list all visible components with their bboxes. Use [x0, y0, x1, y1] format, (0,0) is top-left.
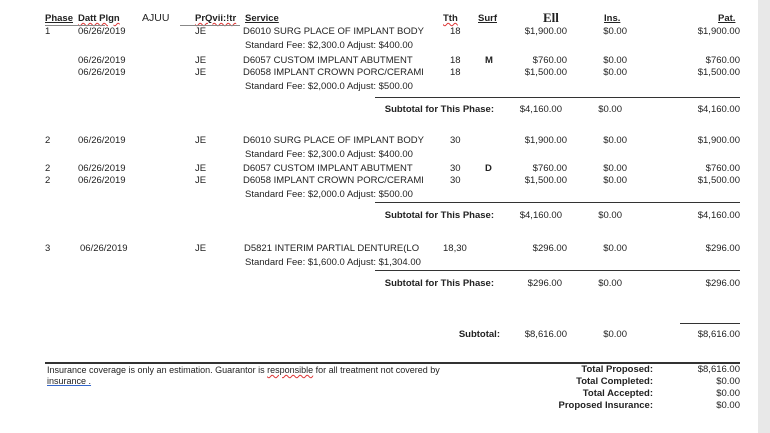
phase-subtotal-pat: $296.00: [705, 278, 740, 289]
grand-subtotal-ins: $0.00: [603, 329, 627, 340]
phase-subtotal-ins: $0.00: [598, 210, 622, 221]
surf-cell: D: [485, 163, 492, 174]
ins-cell: $0.00: [603, 67, 627, 78]
service-cell: D6058 IMPLANT CROWN PORC/CERAMI: [243, 175, 424, 186]
tooth-cell: 18: [450, 26, 461, 37]
phase-cell: 2: [45, 175, 51, 186]
pat-cell: $760.00: [705, 163, 740, 174]
header-date: Datt Plgn: [78, 13, 120, 24]
provider-cell: JE: [195, 175, 207, 186]
phase-cell: 3: [45, 243, 51, 254]
standard-fee-note: Standard Fee: $2,300.0 Adjust: $400.00: [245, 149, 413, 160]
provider-cell: JE: [195, 163, 207, 174]
pat-cell: $760.00: [705, 55, 740, 66]
total-label: Proposed Insurance:: [558, 400, 654, 411]
pat-cell: $1,900.00: [697, 26, 740, 37]
total-label: Total Completed:: [576, 376, 653, 387]
service-cell: D6010 SURG PLACE OF IMPLANT BODY: [243, 135, 424, 146]
header-pat: Pat.: [718, 13, 736, 24]
ins-cell: $0.00: [603, 163, 627, 174]
fee-cell: $1,900.00: [524, 135, 567, 146]
standard-fee-note: Standard Fee: $2,300.0 Adjust: $400.00: [245, 40, 413, 51]
fee-cell: $1,500.00: [524, 67, 567, 78]
tooth-cell: 30: [450, 175, 461, 186]
total-label: Total Proposed:: [581, 364, 653, 375]
provider-cell: JE: [195, 26, 207, 37]
tooth-cell: 18: [450, 55, 461, 66]
surf-cell: M: [485, 55, 493, 66]
date-cell: 06/26/2019: [78, 55, 126, 66]
pat-cell: $1,500.00: [697, 67, 740, 78]
total-label: Total Accepted:: [582, 388, 653, 399]
phase-subtotal-label: Subtotal for This Phase:: [384, 104, 494, 115]
grand-subtotal-fee: $8,616.00: [524, 329, 567, 340]
phase-cell: 1: [45, 26, 51, 37]
fee-cell: $1,900.00: [524, 26, 567, 37]
service-cell: D6010 SURG PLACE OF IMPLANT BODY: [243, 26, 424, 37]
ins-cell: $0.00: [603, 175, 627, 186]
provider-cell: JE: [195, 55, 207, 66]
date-cell: 06/26/2019: [78, 135, 126, 146]
phase-subtotal-ins: $0.00: [598, 104, 622, 115]
provider-cell: JE: [195, 243, 207, 254]
pat-cell: $1,900.00: [697, 135, 740, 146]
phase-subtotal-ins: $0.00: [598, 278, 622, 289]
phase-subtotal-fee: $296.00: [527, 278, 562, 289]
header-provider: PrQvii:!tr: [195, 13, 237, 24]
date-cell: 06/26/2019: [78, 163, 126, 174]
ins-cell: $0.00: [603, 243, 627, 254]
standard-fee-note: Standard Fee: $2,000.0 Adjust: $500.00: [245, 81, 413, 92]
disclaimer: Insurance coverage is only an estimation…: [47, 365, 440, 386]
insurance-link[interactable]: insurance .: [47, 376, 92, 386]
date-cell: 06/26/2019: [78, 26, 126, 37]
total-value: $0.00: [716, 376, 740, 387]
tooth-cell: 18,30: [443, 243, 467, 254]
date-cell: 06/26/2019: [80, 243, 128, 254]
provider-cell: JE: [195, 135, 207, 146]
phase-subtotal-fee: $4,160.00: [519, 210, 562, 221]
header-phase: Phase: [45, 13, 73, 24]
tooth-cell: 30: [450, 135, 461, 146]
header-service: Service: [245, 13, 279, 24]
phase-subtotal-pat: $4,160.00: [697, 104, 740, 115]
fee-cell: $296.00: [532, 243, 567, 254]
phase-subtotal-fee: $4,160.00: [519, 104, 562, 115]
pat-cell: $296.00: [705, 243, 740, 254]
fee-cell: $760.00: [532, 163, 567, 174]
ins-cell: $0.00: [603, 26, 627, 37]
ins-cell: $0.00: [603, 55, 627, 66]
provider-cell: JE: [195, 67, 207, 78]
grand-subtotal-label: Subtotal:: [458, 329, 500, 340]
tooth-cell: 18: [450, 67, 461, 78]
phase-subtotal-label: Subtotal for This Phase:: [384, 278, 494, 289]
date-cell: 06/26/2019: [78, 67, 126, 78]
header-ins: Ins.: [604, 13, 621, 24]
ins-cell: $0.00: [603, 135, 627, 146]
header-surf: Surf: [478, 13, 497, 24]
header-ell: Ell: [543, 10, 559, 25]
service-cell: D6058 IMPLANT CROWN PORC/CERAMI: [243, 67, 424, 78]
tooth-cell: 30: [450, 163, 461, 174]
phase-subtotal-label: Subtotal for This Phase:: [384, 210, 494, 221]
phase-subtotal-pat: $4,160.00: [697, 210, 740, 221]
header-tooth: Tth: [443, 13, 458, 24]
service-cell: D5821 INTERIM PARTIAL DENTURE(LO: [244, 243, 420, 254]
standard-fee-note: Standard Fee: $1,600.0 Adjust: $1,304.00: [245, 257, 421, 268]
service-cell: D6057 CUSTOM IMPLANT ABUTMENT: [243, 55, 413, 66]
date-cell: 06/26/2019: [78, 175, 126, 186]
total-value: $0.00: [716, 388, 740, 399]
header-ajuu: AJUU: [142, 12, 170, 24]
scrollbar[interactable]: [758, 0, 770, 433]
phase-cell: 2: [45, 163, 51, 174]
total-value: $8,616.00: [697, 364, 740, 375]
phase-cell: 2: [45, 135, 51, 146]
pat-cell: $1,500.00: [697, 175, 740, 186]
total-value: $0.00: [716, 400, 740, 411]
standard-fee-note: Standard Fee: $2,000.0 Adjust: $500.00: [245, 189, 413, 200]
fee-cell: $760.00: [532, 55, 567, 66]
service-cell: D6057 CUSTOM IMPLANT ABUTMENT: [243, 163, 413, 174]
grand-subtotal-pat: $8,616.00: [697, 329, 740, 340]
fee-cell: $1,500.00: [524, 175, 567, 186]
